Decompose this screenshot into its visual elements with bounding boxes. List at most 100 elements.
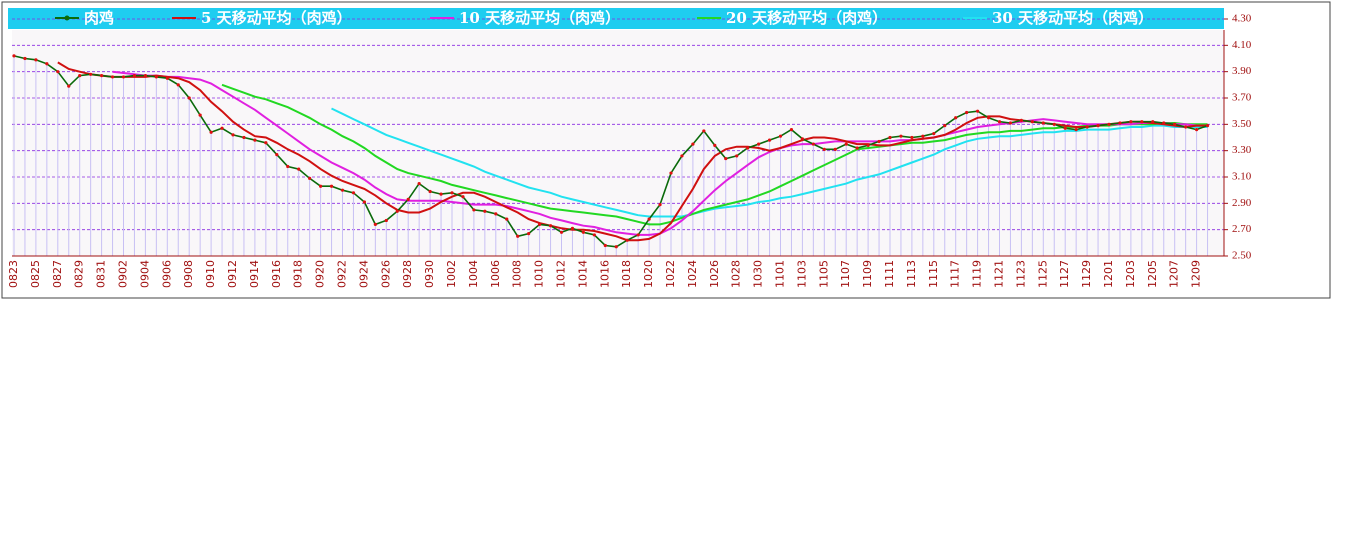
point: [932, 131, 936, 136]
legend-marker: [64, 15, 70, 21]
y-tick-label: 3.10: [1232, 171, 1252, 183]
y-tick-label: 4.10: [1232, 39, 1252, 51]
point: [713, 143, 717, 147]
x-tick-label: 1008: [511, 260, 524, 288]
point: [986, 116, 991, 120]
point: [198, 113, 202, 117]
x-tick-label: 0922: [336, 260, 349, 288]
point: [450, 191, 454, 195]
x-tick-label: 0928: [401, 260, 414, 288]
point: [110, 75, 115, 79]
legend-label: 10 天移动平均（肉鸡）: [459, 9, 620, 27]
point: [581, 230, 586, 234]
x-tick-label: 0914: [248, 260, 261, 288]
point: [625, 238, 629, 242]
x-tick-label: 1123: [1014, 260, 1027, 288]
point: [800, 137, 805, 141]
x-tick-label: 1024: [686, 260, 699, 288]
point: [833, 147, 837, 151]
point: [877, 139, 881, 144]
point: [78, 74, 82, 78]
plot-area: [12, 30, 1224, 256]
x-tick-label: 1020: [642, 260, 655, 288]
y-tick-label: 2.70: [1232, 223, 1252, 235]
point: [428, 189, 432, 194]
point: [844, 142, 848, 146]
point: [811, 142, 815, 146]
y-tick-label: 2.90: [1232, 197, 1252, 209]
point: [176, 83, 180, 87]
x-tick-label: 1026: [708, 260, 721, 288]
point: [943, 124, 947, 128]
point: [1096, 124, 1100, 128]
x-tick-label: 1101: [774, 260, 787, 288]
x-tick-label: 1103: [795, 260, 808, 288]
point: [1019, 118, 1024, 122]
x-tick-label: 1010: [533, 260, 546, 288]
point: [767, 138, 772, 142]
point: [89, 72, 93, 76]
point: [899, 134, 903, 138]
x-tick-label: 1105: [817, 260, 830, 288]
point: [187, 96, 191, 100]
point: [505, 217, 509, 221]
x-tick-label: 1129: [1080, 260, 1093, 288]
point: [56, 70, 60, 74]
y-tick-label: 3.70: [1232, 92, 1252, 104]
point: [538, 222, 542, 226]
y-tick-label: 3.50: [1232, 118, 1252, 130]
point: [691, 142, 695, 146]
x-tick-label: 0825: [29, 260, 42, 288]
x-tick-label: 1109: [861, 260, 874, 288]
x-tick-label: 0827: [51, 260, 64, 288]
point: [406, 197, 410, 201]
point: [570, 226, 575, 230]
point: [822, 147, 826, 151]
point: [921, 134, 925, 138]
x-tick-label: 0902: [117, 260, 130, 288]
point: [680, 154, 684, 158]
point: [67, 84, 71, 88]
x-tick-label: 1002: [445, 260, 458, 288]
x-tick-label: 1016: [598, 260, 611, 288]
point: [855, 146, 859, 150]
x-tick-label: 0926: [379, 260, 392, 288]
x-tick-label: 0904: [138, 260, 151, 288]
point: [275, 153, 279, 157]
x-tick-label: 1203: [1124, 260, 1137, 288]
point: [384, 218, 388, 223]
point: [264, 141, 268, 145]
point: [132, 74, 137, 78]
point: [527, 232, 531, 236]
legend-label: 5 天移动平均（肉鸡）: [201, 9, 352, 27]
point: [23, 56, 27, 61]
series-line: [331, 107, 1208, 218]
x-tick-label: 0910: [204, 260, 217, 288]
point: [1151, 120, 1155, 124]
point: [231, 133, 235, 137]
point: [1140, 120, 1144, 124]
point: [286, 164, 290, 169]
point: [614, 245, 618, 249]
point: [910, 135, 914, 140]
x-tick-label: 0829: [73, 260, 86, 288]
point: [592, 233, 596, 237]
point: [702, 129, 706, 133]
series-line: [13, 55, 1208, 248]
point: [1030, 120, 1034, 124]
point: [669, 171, 673, 175]
point: [603, 243, 607, 248]
point: [1184, 125, 1188, 129]
point: [1162, 121, 1166, 125]
x-tick-label: 1014: [576, 260, 589, 288]
x-tick-label: 1028: [730, 260, 743, 288]
x-tick-label: 0908: [182, 260, 195, 288]
x-tick-label: 0920: [314, 260, 327, 288]
point: [997, 120, 1002, 124]
point: [373, 222, 377, 226]
point: [976, 109, 980, 113]
point: [12, 54, 16, 58]
point: [494, 212, 498, 216]
point: [340, 188, 345, 192]
